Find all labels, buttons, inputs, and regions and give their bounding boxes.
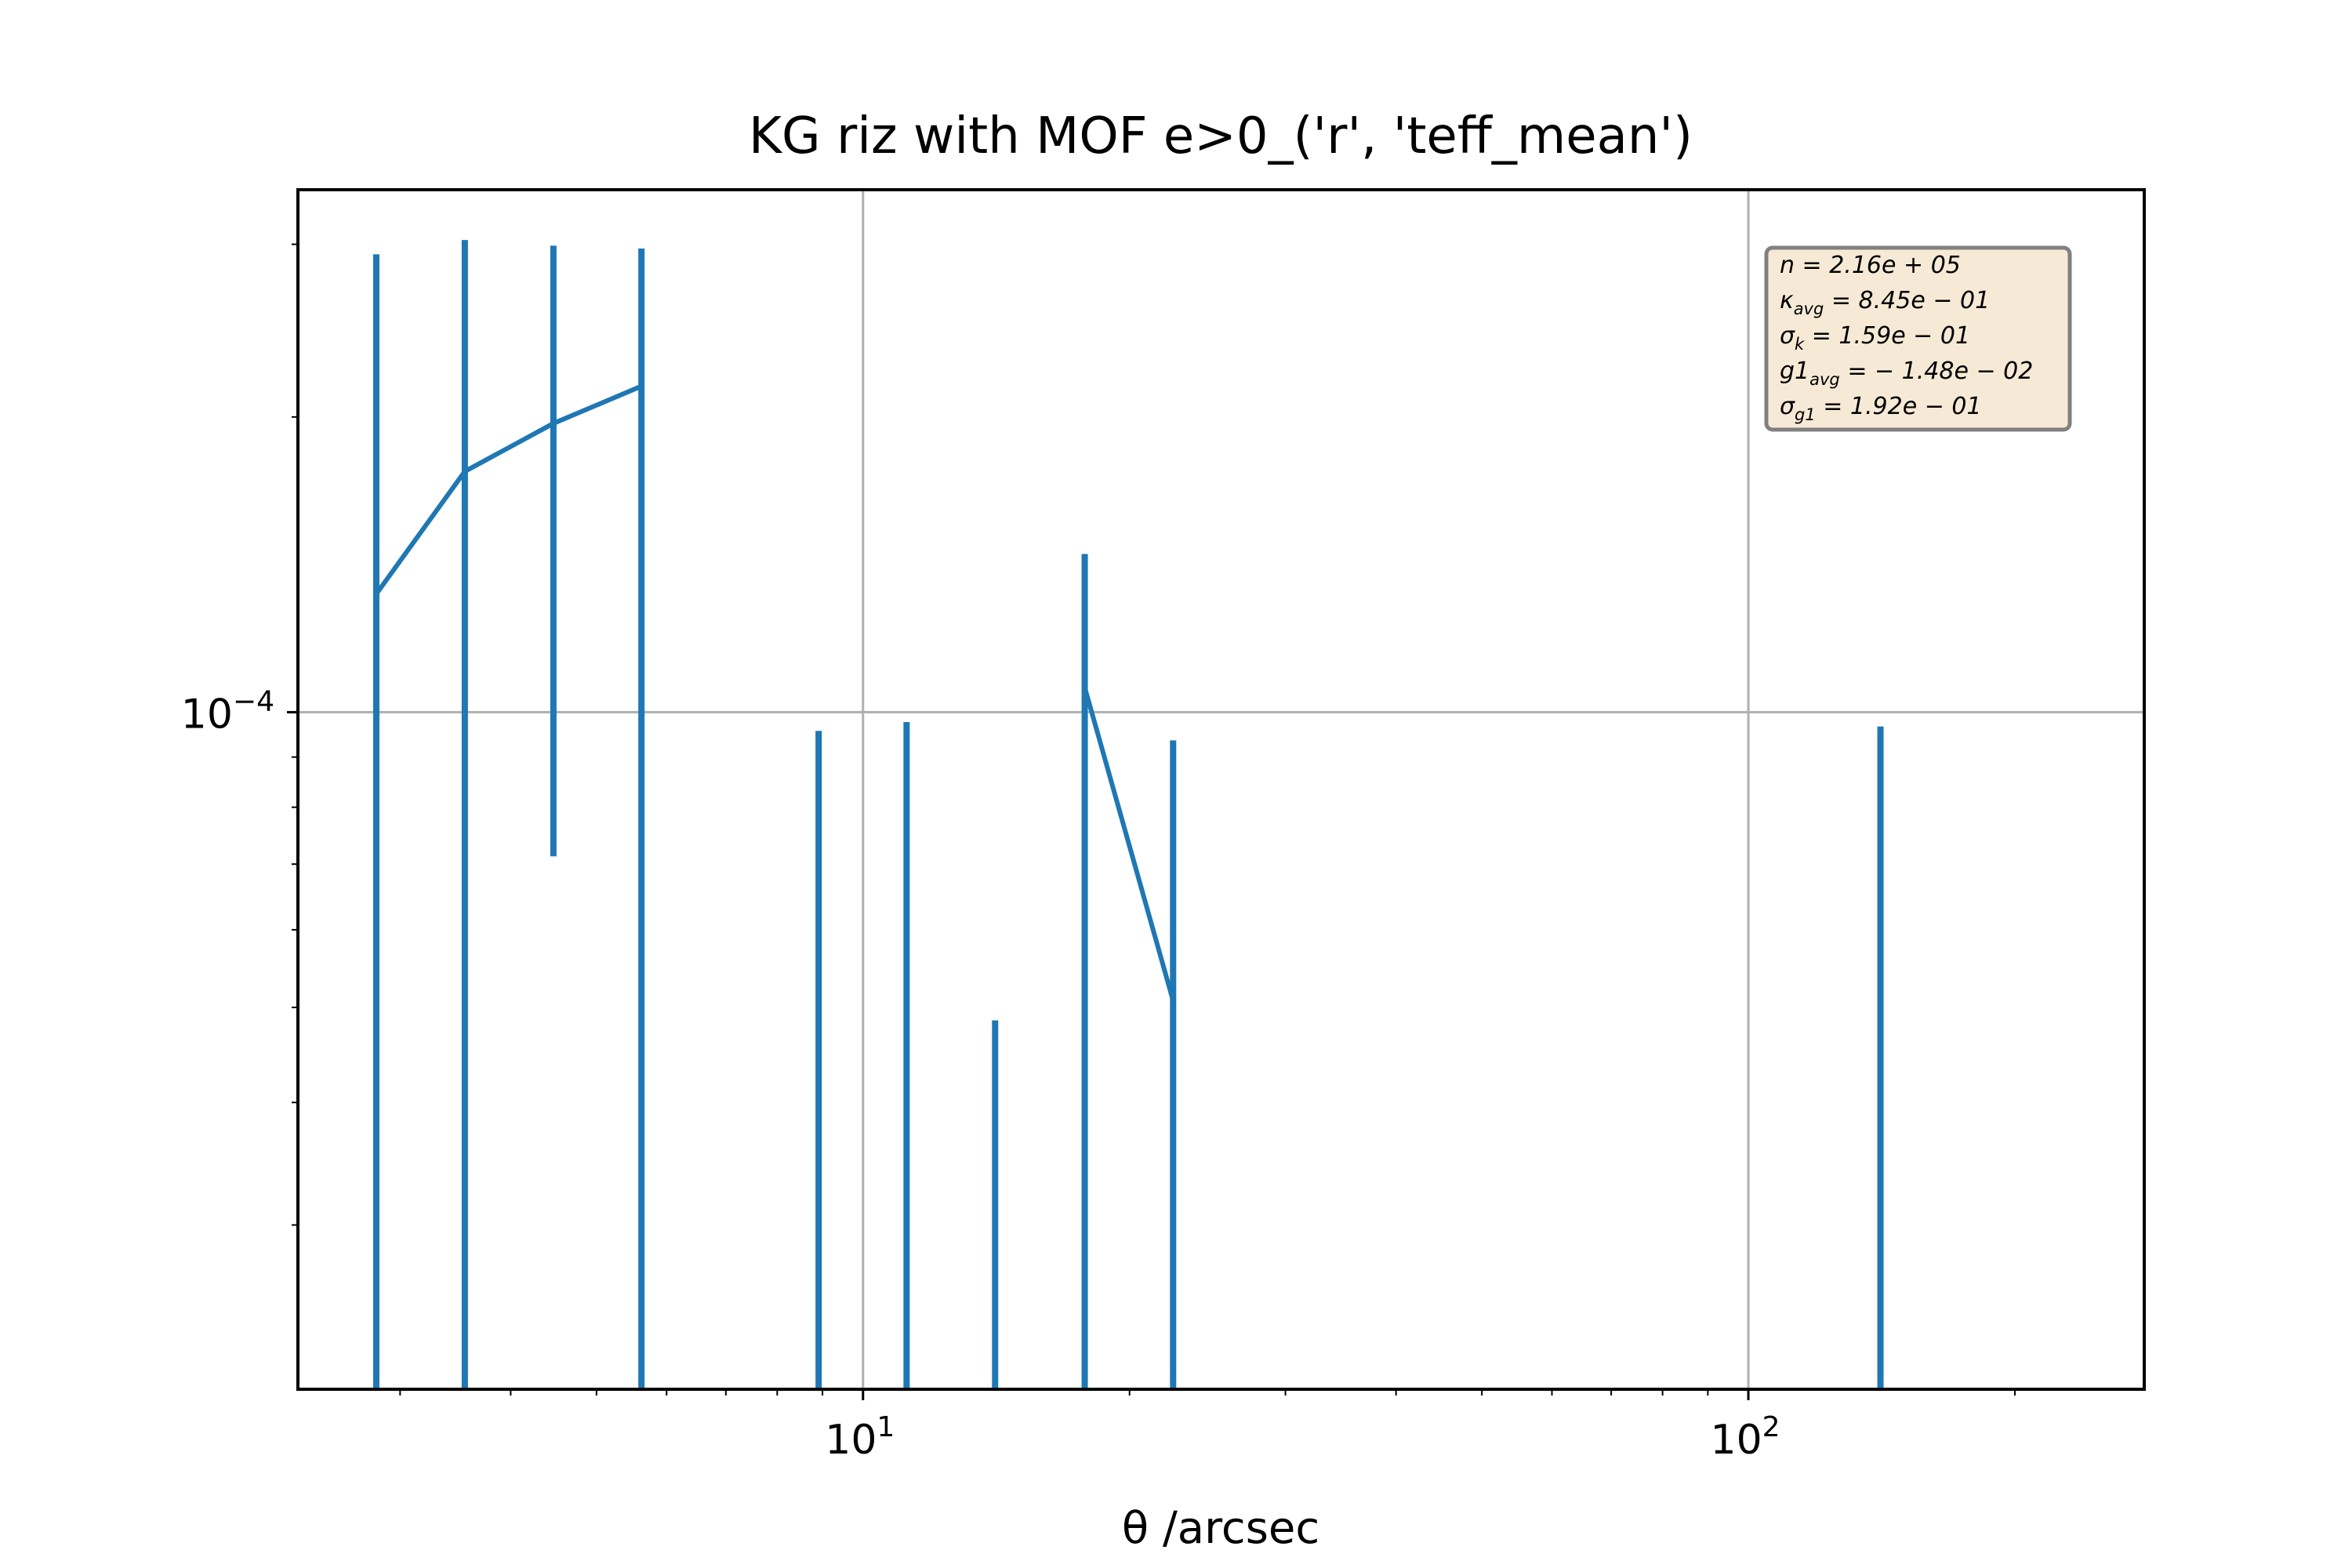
y-tick-label: 10−4 [181, 685, 274, 738]
grid-lines [298, 190, 2144, 1389]
stat-line: σg1 = 1.92e − 01 [1780, 393, 1982, 424]
tick-labels: 101 102 10−4 [181, 685, 1780, 1464]
series-line-1 [374, 383, 643, 596]
stat-line: κavg = 8.45e − 01 [1780, 287, 1990, 318]
stat-line: g1avg = − 1.48e − 02 [1780, 358, 2033, 389]
chart-title: KG riz with MOF e>0_('r', 'teff_mean') [749, 107, 1693, 165]
axes-frame [296, 188, 2146, 1391]
stat-line: σk = 1.59e − 01 [1780, 322, 1970, 354]
plot-data [372, 240, 1884, 1389]
stats-lines: n = 2.16e + 05 κavg = 8.45e − 01 σk = 1.59… [1780, 252, 2033, 424]
series-line-2 [1082, 686, 1176, 1002]
x-axis-label: θ /arcsec [1122, 1503, 1319, 1554]
stats-annotation-box: n = 2.16e + 05 κavg = 8.45e − 01 σk = 1.59… [1764, 245, 2072, 432]
x-tick-label: 101 [825, 1411, 895, 1464]
stats-box-background [1764, 245, 2072, 432]
stat-line: n = 2.16e + 05 [1780, 252, 1961, 279]
x-tick-label: 102 [1711, 1411, 1780, 1464]
